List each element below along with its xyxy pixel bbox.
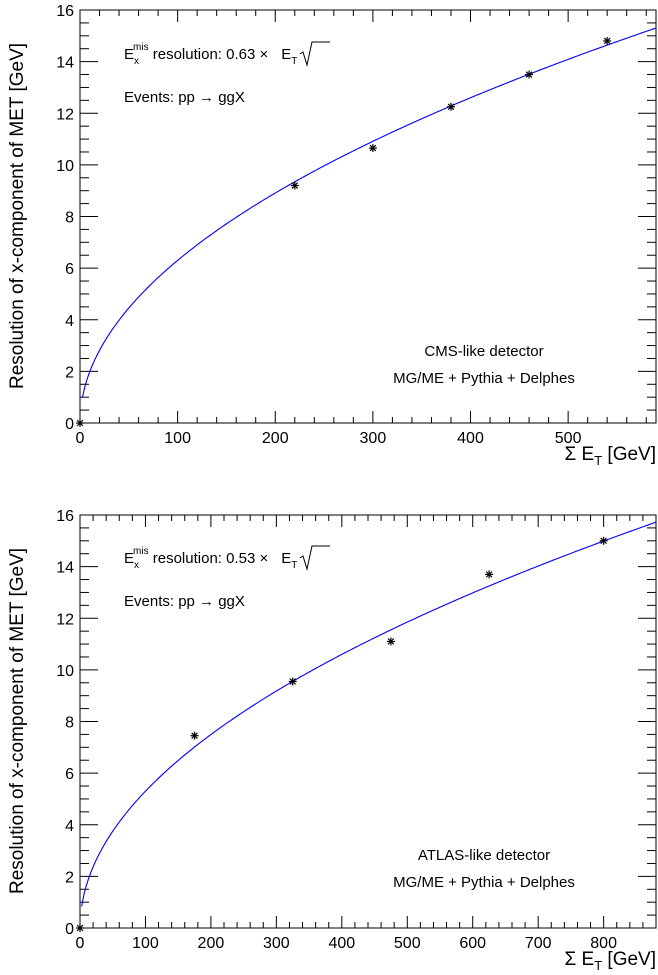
data-point — [76, 419, 84, 427]
x-tick-label: 200 — [198, 935, 225, 952]
data-points — [76, 36, 612, 427]
y-axis-label: Resolution of x-component of MET [GeV] — [7, 43, 28, 389]
x-tick-label: 200 — [262, 430, 289, 447]
y-tick-label: 16 — [56, 3, 74, 20]
y-tick-label: 0 — [65, 416, 74, 433]
resolution-annotation: Exmis resolution: 0.63 × ET — [124, 42, 297, 67]
generator-annotation: MG/ME + Pythia + Delphes — [393, 370, 575, 387]
y-tick-label: 8 — [65, 715, 74, 732]
x-tick-label: 0 — [76, 430, 85, 447]
x-tick-label: 300 — [360, 430, 387, 447]
axis-ticks: 0 100 200 300 400 500 600 700 800 0 2 4 6 8 10 12 14 16 — [56, 508, 657, 952]
data-point — [190, 731, 199, 740]
fit-curve — [81, 27, 657, 398]
x-tick-label: 700 — [525, 935, 552, 952]
y-tick-label: 16 — [56, 508, 74, 525]
data-point — [290, 181, 299, 190]
y-tick-label: 8 — [65, 210, 74, 227]
y-tick-label: 0 — [65, 921, 74, 938]
y-tick-label: 2 — [65, 869, 74, 886]
fit-curve — [81, 521, 657, 907]
x-tick-label: 100 — [164, 430, 191, 447]
x-tick-label: 0 — [76, 935, 85, 952]
x-tick-label: 400 — [328, 935, 355, 952]
y-tick-label: 6 — [65, 766, 74, 783]
events-annotation: Events: pp → ggX — [124, 89, 245, 106]
data-point — [525, 70, 534, 79]
y-tick-label: 10 — [56, 158, 74, 175]
y-tick-label: 14 — [56, 560, 74, 577]
axis-ticks: 0 100 200 300 400 500 0 2 4 6 8 10 12 14 16 — [56, 3, 656, 447]
y-tick-label: 4 — [65, 313, 74, 330]
resolution-annotation: Exmis resolution: 0.53 × ET — [124, 546, 297, 571]
y-tick-label: 12 — [56, 611, 74, 628]
y-tick-label: 12 — [56, 106, 74, 123]
detector-annotation: CMS-like detector — [424, 343, 543, 360]
fit-line — [81, 521, 657, 907]
data-point — [485, 570, 494, 579]
x-tick-label: 500 — [394, 935, 421, 952]
y-tick-label: 4 — [65, 818, 74, 835]
x-tick-label: 500 — [555, 430, 582, 447]
events-annotation: Events: pp → ggX — [124, 593, 245, 610]
plot-frame — [79, 9, 657, 424]
y-tick-label: 14 — [56, 55, 74, 72]
detector-annotation: ATLAS-like detector — [418, 847, 550, 864]
x-axis-label: Σ ET [GeV] — [564, 444, 656, 468]
chart-panel-cms: 0 100 200 300 400 500 0 2 4 6 8 10 12 14 16 Resolution… — [7, 3, 657, 468]
y-tick-label: 6 — [65, 261, 74, 278]
x-tick-label: 400 — [457, 430, 484, 447]
y-axis-label: Resolution of x-component of MET [GeV] — [7, 548, 28, 894]
chart-panel-atlas: 0 100 200 300 400 500 600 700 800 0 2 4 6 8 10 12 14 16 R… — [7, 508, 657, 973]
x-tick-label: 100 — [132, 935, 159, 952]
sqrt-symbol — [299, 41, 330, 67]
x-tick-label: 800 — [590, 935, 617, 952]
y-tick-label: 2 — [65, 364, 74, 381]
data-point — [599, 536, 608, 545]
data-points — [76, 536, 608, 932]
x-tick-label: 300 — [263, 935, 290, 952]
x-tick-label: 600 — [459, 935, 486, 952]
data-point — [76, 924, 84, 932]
data-point — [603, 36, 612, 45]
sqrt-symbol — [299, 545, 330, 571]
data-point — [368, 144, 377, 153]
data-point — [386, 637, 395, 646]
plot-frame — [79, 514, 657, 929]
x-axis-label: Σ ET [GeV] — [564, 949, 656, 973]
y-tick-label: 10 — [56, 663, 74, 680]
generator-annotation: MG/ME + Pythia + Delphes — [393, 874, 575, 891]
data-point — [288, 677, 297, 686]
data-point — [446, 102, 455, 111]
fit-line — [81, 27, 657, 398]
